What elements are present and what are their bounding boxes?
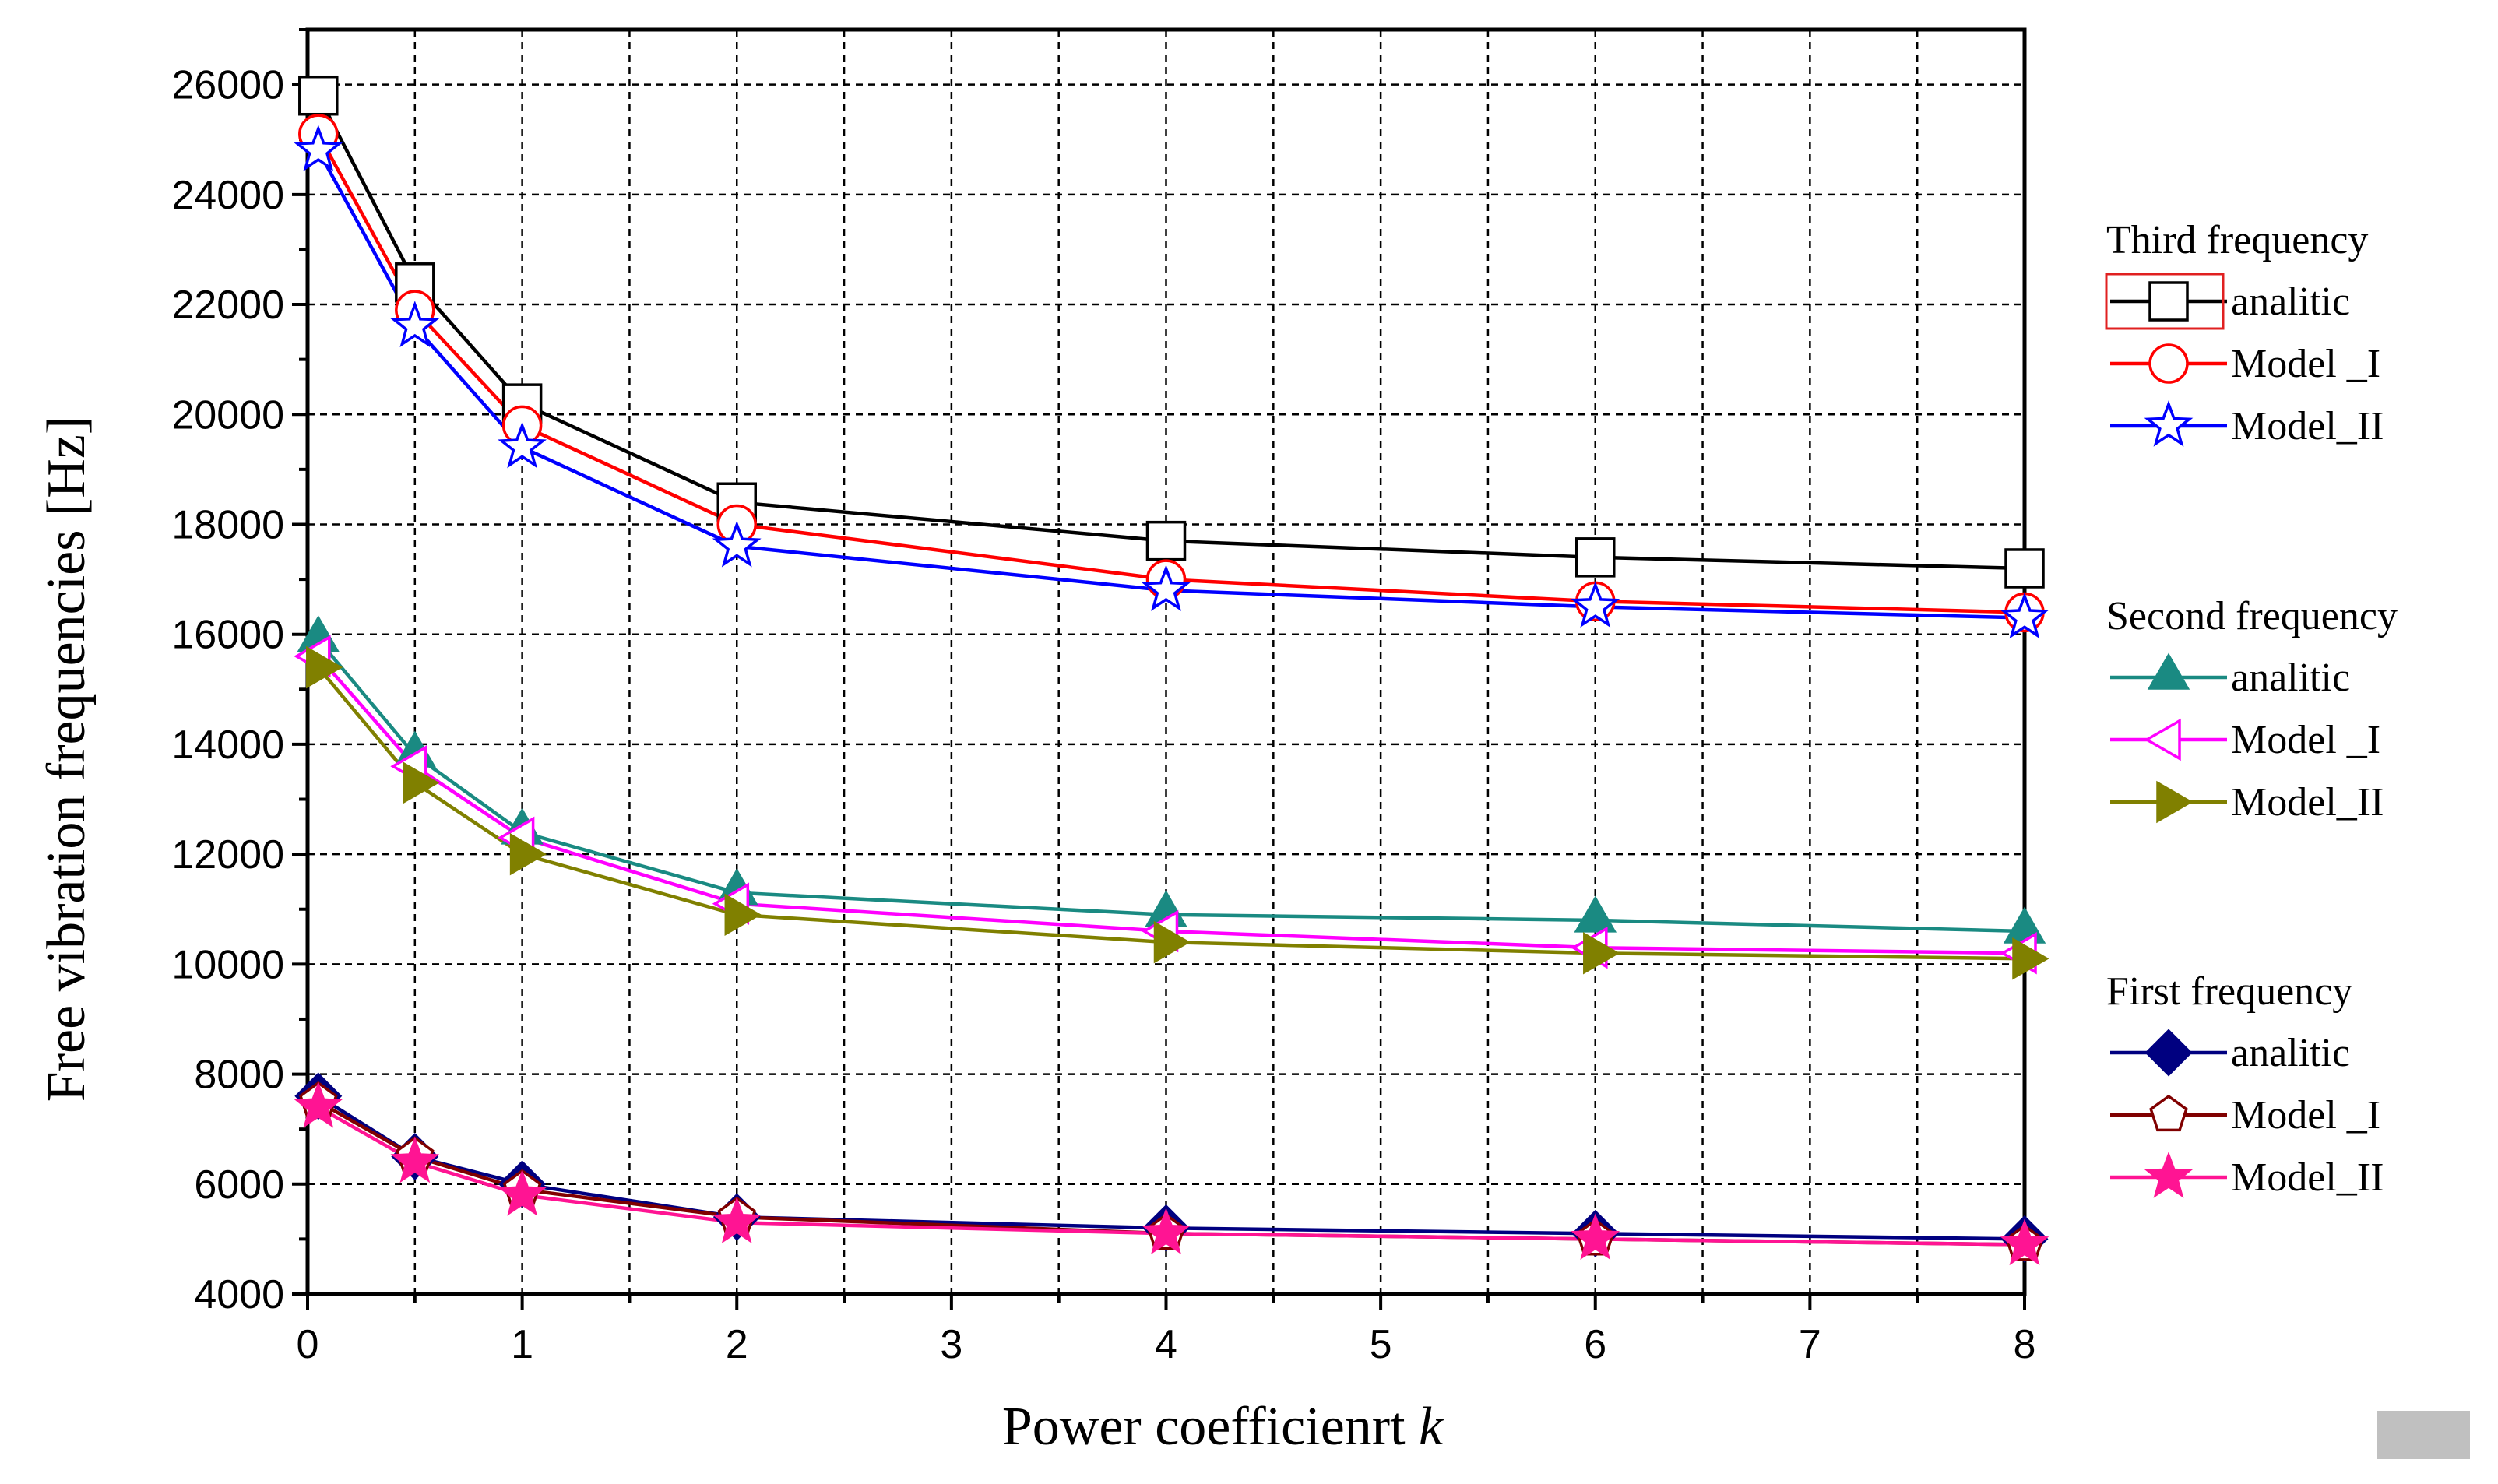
grey-corner-mark (2377, 1411, 2470, 1459)
legend-group-title: First frequency (2106, 969, 2352, 1014)
data-point (1571, 581, 1620, 628)
x-tick-label: 5 (1370, 1322, 1392, 1367)
legend-marker (2148, 281, 2189, 322)
data-point (724, 893, 762, 937)
data-point (2000, 592, 2049, 639)
data-point (1575, 537, 1616, 578)
data-point (294, 125, 343, 172)
x-axis-title: Power coefficienrt k (1002, 1397, 1444, 1457)
y-tick-label: 16000 (171, 613, 284, 658)
data-point (294, 1081, 343, 1128)
data-point (306, 645, 343, 689)
data-point (2004, 548, 2045, 589)
legend-marker (2149, 1094, 2188, 1132)
data-point (2003, 906, 2046, 944)
y-tick-label: 6000 (194, 1162, 284, 1208)
legend-label: Model _I (2231, 1093, 2380, 1138)
y-tick-label: 20000 (171, 392, 284, 438)
legend-label: Model _I (2231, 342, 2380, 386)
legend-label: Model_II (2231, 1155, 2384, 1200)
x-tick-label: 0 (297, 1322, 319, 1367)
legend-label: analitic (2231, 1031, 2350, 1075)
legend-label: Model_II (2231, 404, 2384, 448)
legend-marker (2156, 780, 2194, 824)
data-point (712, 520, 762, 568)
y-tick-label: 18000 (171, 502, 284, 547)
legend-marker (2144, 1029, 2193, 1077)
y-tick-label: 26000 (171, 63, 284, 108)
legend-label: Model_II (2231, 780, 2384, 825)
data-point (1571, 1213, 1620, 1261)
legend-group: Second frequency analitic Model _I Model_II (2106, 594, 2398, 825)
series-line-g1-s0 (317, 638, 2025, 934)
data-point (1142, 1208, 1191, 1255)
legend-group: Third frequency analitic Model _I Model_II (2106, 218, 2384, 448)
legend-group-title: Second frequency (2106, 594, 2398, 638)
series-lines (294, 75, 2049, 1266)
legend-group-title: Third frequency (2106, 218, 2368, 262)
legend-label: Model _I (2231, 718, 2380, 762)
series-line-g0-s0 (316, 94, 2025, 571)
legend-marker (2144, 1151, 2194, 1198)
x-tick-label: 6 (1584, 1322, 1606, 1367)
y-tick-label: 14000 (171, 723, 284, 768)
data-point (2012, 937, 2049, 980)
axes: 0 1 2 3 4 5 6 7 8 4000 6000 8000 10000 12000 14000 1600… (171, 27, 2036, 1367)
data-point (390, 1136, 440, 1183)
y-tick-label: 22000 (171, 283, 284, 328)
data-point (498, 421, 547, 469)
y-tick-label: 8000 (194, 1053, 284, 1098)
data-point (1145, 520, 1187, 561)
data-point (509, 832, 547, 876)
legend-label: analitic (2231, 280, 2350, 324)
y-tick-label: 12000 (171, 832, 284, 877)
data-point (1574, 895, 1617, 933)
data-point (2000, 1218, 2049, 1266)
x-tick-label: 2 (726, 1322, 748, 1367)
y-tick-label: 24000 (171, 173, 284, 218)
legend-label: analitic (2231, 656, 2350, 700)
x-tick-label: 7 (1799, 1322, 1821, 1367)
x-tick-label: 4 (1155, 1322, 1177, 1367)
y-axis-title: Free vibration frequencies [Hz] (37, 417, 97, 1102)
y-tick-label: 10000 (171, 942, 284, 987)
legend-selection-box (2105, 273, 2225, 330)
y-tick-label: 4000 (194, 1272, 284, 1317)
x-axis-title-text: Power coefficienrt (1002, 1397, 1406, 1457)
x-axis-title-variable: k (1419, 1397, 1444, 1457)
data-point (712, 1197, 762, 1243)
legend-group: First frequency analitic Model _I Model_II (2106, 969, 2384, 1200)
legend-marker (2144, 718, 2181, 761)
legend-marker (2148, 343, 2189, 384)
data-point (390, 301, 440, 347)
data-point (498, 1169, 547, 1216)
x-tick-label: 3 (940, 1322, 962, 1367)
data-point (1153, 920, 1191, 964)
x-tick-label: 1 (511, 1322, 533, 1367)
data-point (403, 761, 440, 804)
legend-marker (2144, 399, 2194, 447)
grid-lines (308, 28, 2025, 1296)
data-point (1583, 931, 1620, 975)
data-point (1142, 564, 1191, 611)
x-tick-label: 8 (2014, 1322, 2036, 1367)
legend-marker (2147, 652, 2190, 690)
data-point (298, 75, 339, 116)
